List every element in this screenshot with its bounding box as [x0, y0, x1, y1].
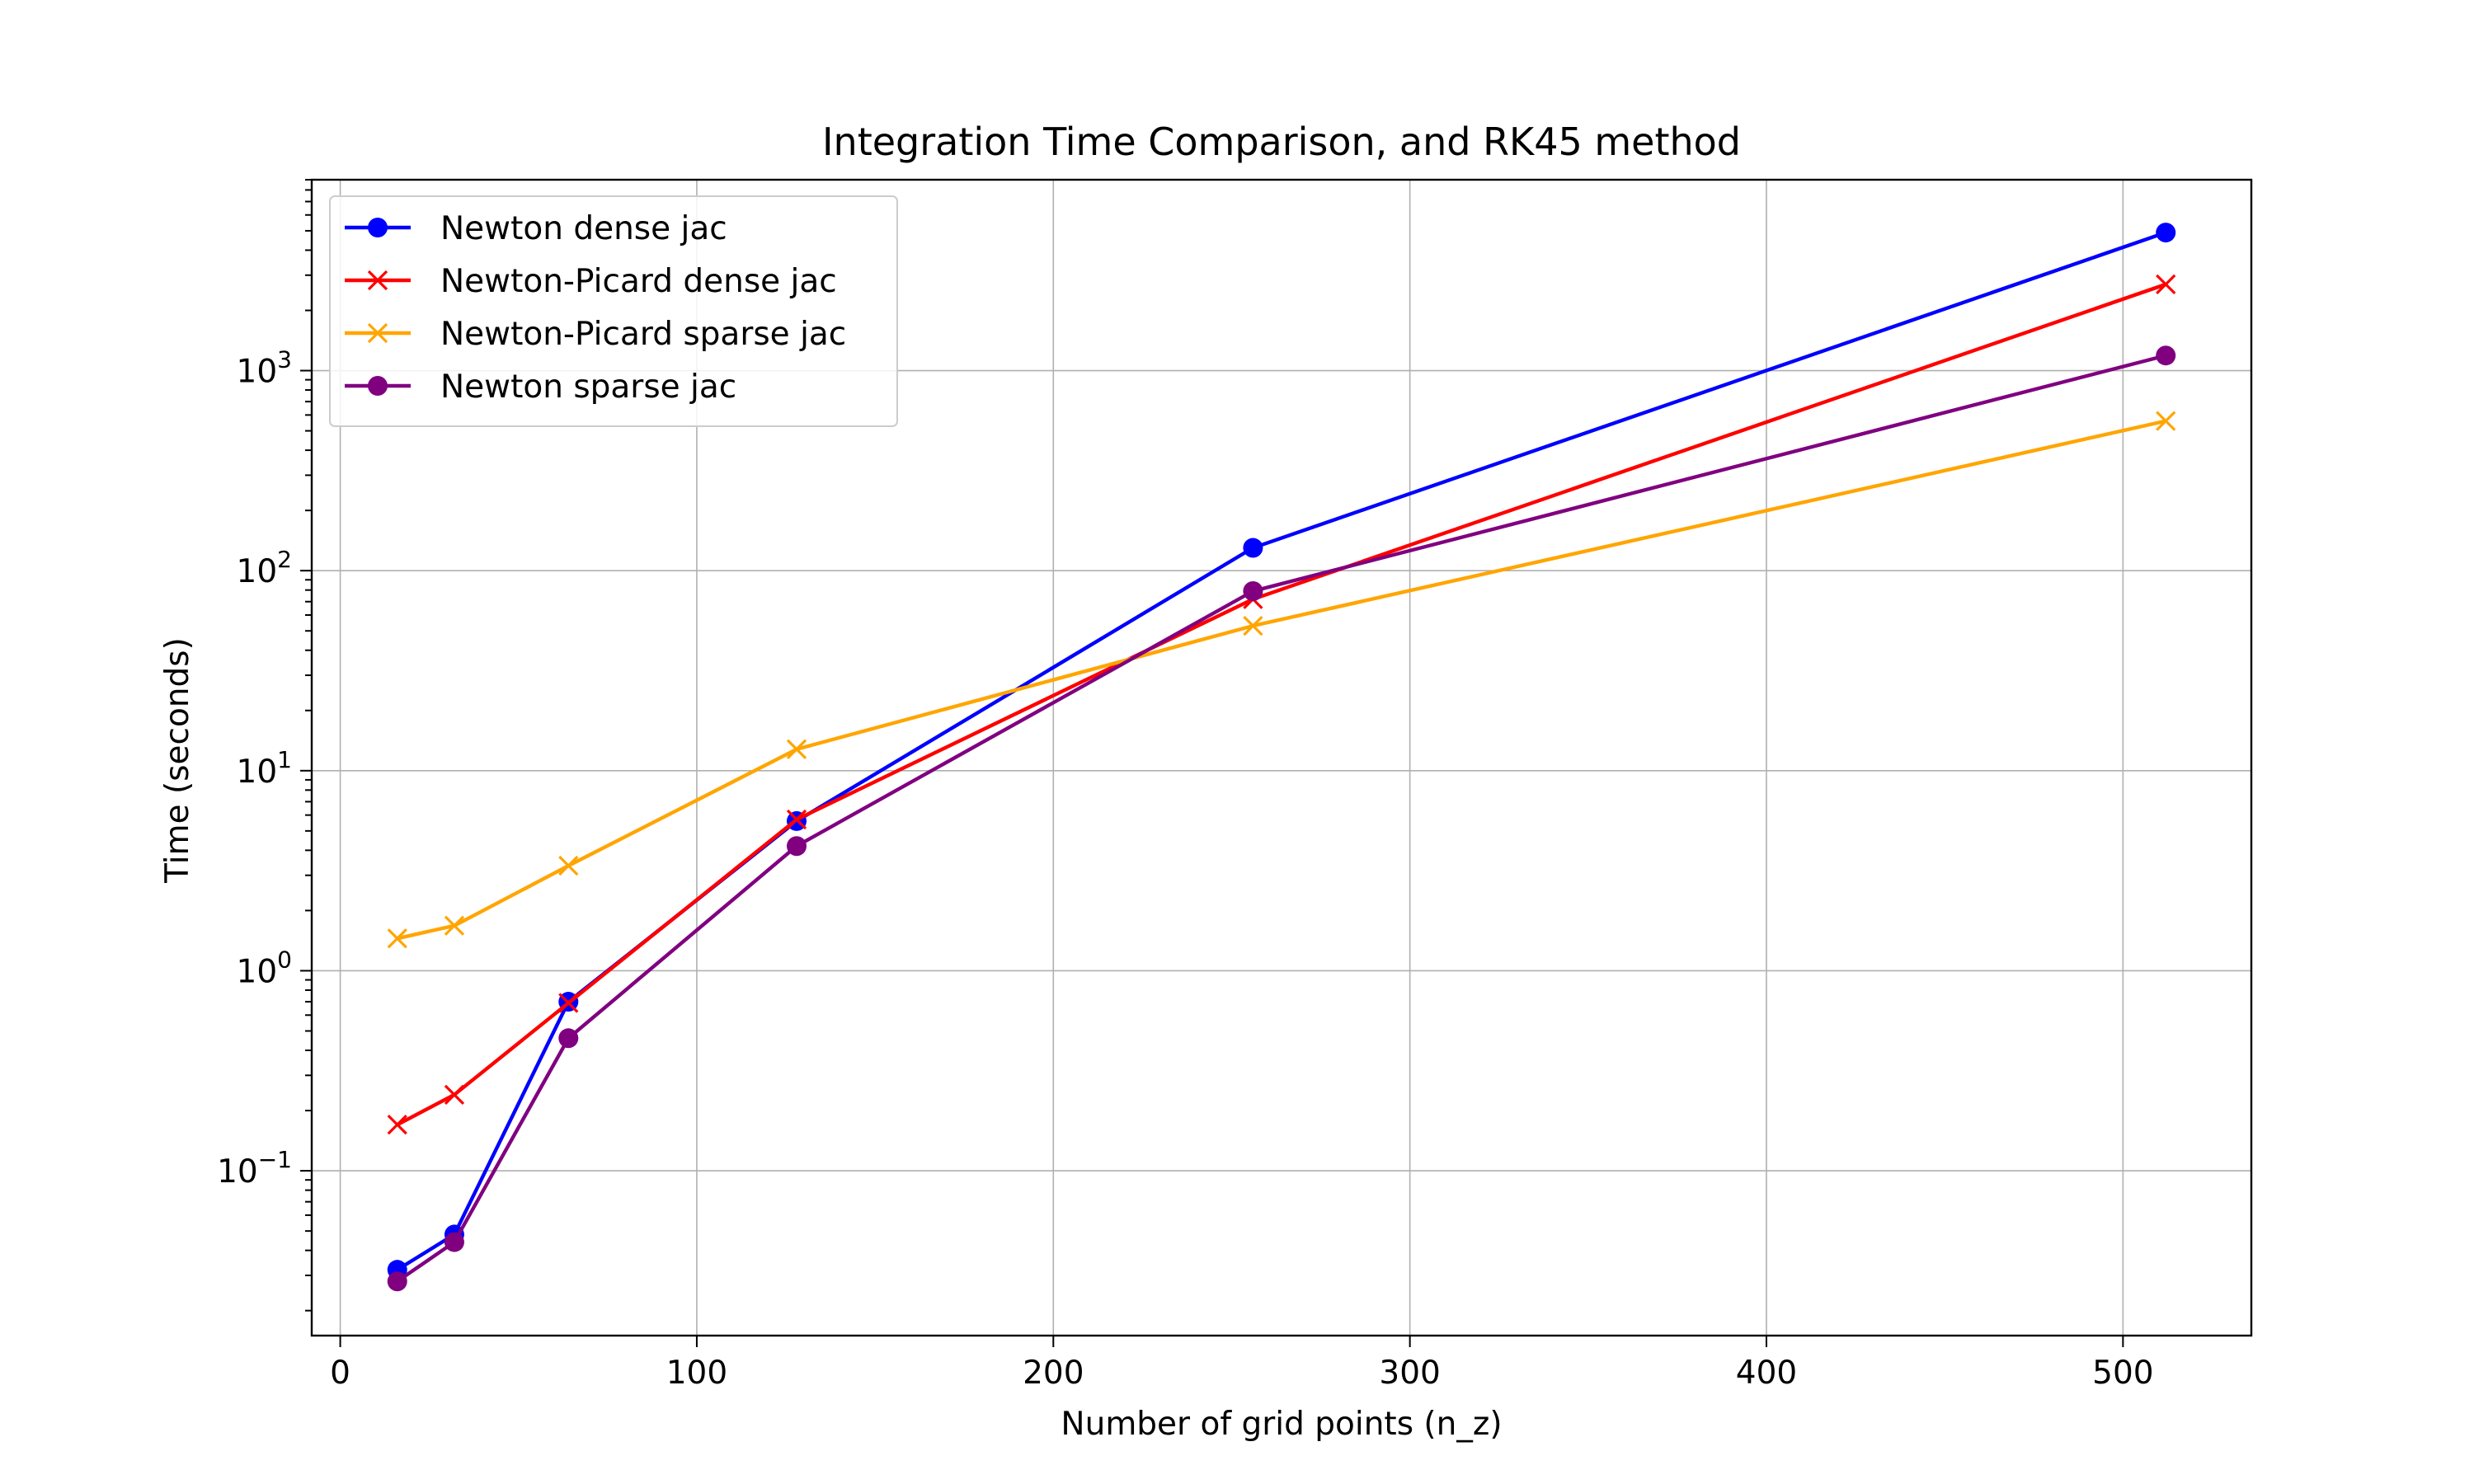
data-point [1243, 538, 1263, 558]
legend-marker [367, 270, 388, 291]
y-tick-mantissa: 10 [237, 953, 278, 990]
y-tick-mantissa: 10 [237, 354, 278, 391]
data-point [786, 809, 807, 830]
data-point [2156, 345, 2176, 366]
chart-title: Integration Time Comparison, and RK45 me… [822, 120, 1741, 164]
series-line [396, 354, 2166, 1284]
legend-entry: Newton-Picard dense jac [345, 263, 837, 300]
y-tick-exponent: 1 [277, 746, 292, 773]
y-tick-mantissa: 10 [217, 1153, 258, 1190]
x-tick-label: 500 [2092, 1355, 2153, 1392]
y-tick-exponent: 3 [277, 346, 292, 373]
data-point [787, 836, 807, 857]
y-tick-exponent: 2 [277, 546, 292, 573]
legend: Newton dense jac Newton-Picard dense jac N… [329, 195, 898, 427]
y-tick-label: 102 [237, 546, 292, 590]
data-point [387, 928, 407, 949]
plot-series [387, 223, 2176, 1292]
x-axis-label: Number of grid points (n_z) [1061, 1406, 1502, 1443]
x-tick-label: 0 [330, 1355, 350, 1392]
legend-label: Newton-Picard sparse jac [440, 316, 846, 353]
y-tick-exponent: −1 [258, 1146, 292, 1173]
legend-marker [367, 322, 388, 344]
data-point [387, 1115, 407, 1135]
data-point [387, 1271, 407, 1292]
data-point [1243, 615, 1263, 636]
y-tick-exponent: 0 [277, 946, 292, 973]
series-4 [387, 345, 2176, 1292]
data-point [444, 915, 465, 936]
series-2 [387, 274, 2176, 1135]
legend-marker [368, 376, 388, 396]
x-tick-label: 200 [1023, 1355, 1084, 1392]
data-point [1243, 581, 1263, 602]
y-tick-label: 101 [237, 746, 292, 791]
x-tick-label: 300 [1379, 1355, 1440, 1392]
data-point [2156, 411, 2176, 431]
data-point [558, 1028, 579, 1049]
x-tick-label: 400 [1736, 1355, 1797, 1392]
legend-entry: Newton-Picard sparse jac [345, 316, 846, 353]
y-tick-label: 100 [237, 946, 292, 990]
series-line [396, 282, 2166, 1127]
data-point [786, 739, 807, 759]
series-line [397, 419, 2166, 941]
legend-box [329, 195, 898, 427]
data-point [558, 993, 579, 1013]
y-tick-label: 10−1 [217, 1146, 292, 1190]
plot-frame [310, 178, 2253, 1337]
y-tick-mantissa: 10 [237, 754, 278, 791]
grid [312, 180, 2251, 1336]
y-tick-label: 103 [237, 346, 292, 391]
legend-label: Newton-Picard dense jac [440, 263, 837, 300]
data-point [444, 1084, 465, 1105]
y-tick-mantissa: 10 [237, 553, 278, 590]
legend-label: Newton sparse jac [440, 369, 736, 406]
legend-entry: Newton sparse jac [345, 369, 736, 406]
legend-entry: Newton dense jac [345, 210, 727, 247]
legend-label: Newton dense jac [440, 210, 727, 247]
data-point [558, 855, 579, 876]
series-3 [387, 411, 2176, 949]
data-point [2156, 223, 2176, 243]
data-point [444, 1232, 464, 1252]
x-tick-label: 100 [666, 1355, 727, 1392]
y-axis-label: Time (seconds) [159, 637, 196, 884]
data-point [2156, 274, 2176, 295]
legend-marker [368, 218, 388, 237]
